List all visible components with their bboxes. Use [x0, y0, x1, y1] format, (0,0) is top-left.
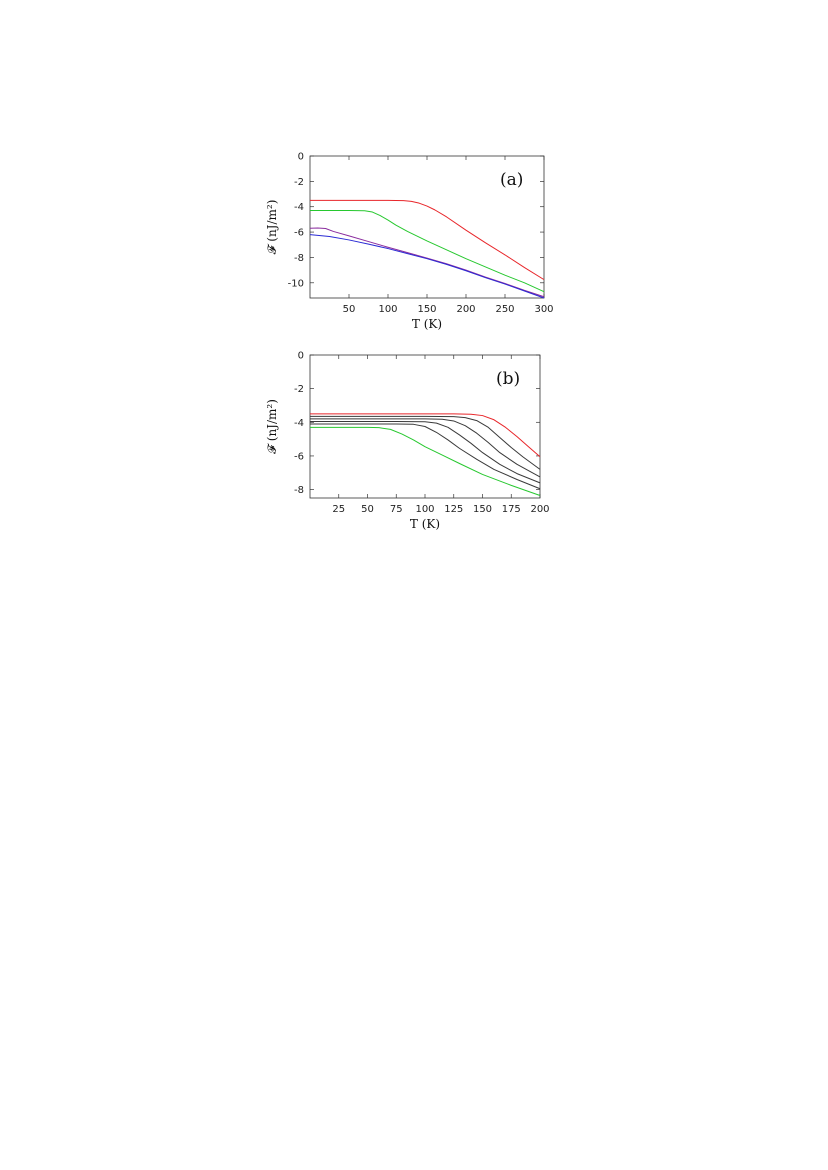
y-tick-label: -6 — [294, 228, 304, 239]
y-tick-label: -2 — [294, 384, 304, 395]
x-tick-label: 150 — [417, 304, 436, 315]
y-tick-label: -6 — [294, 451, 304, 462]
x-tick-label: 50 — [361, 504, 374, 515]
x-tick-label: 250 — [495, 304, 514, 315]
panel-label-a: (a) — [500, 170, 523, 190]
x-tick-label: 175 — [502, 504, 521, 515]
x-tick-label: 150 — [473, 504, 492, 515]
series-line-b-1 — [310, 413, 541, 458]
x-tick-label: 200 — [530, 504, 549, 515]
y-tick-label: 0 — [298, 152, 304, 163]
y-tick-label: -4 — [294, 418, 304, 429]
panel-b: 25 50 75 100 125 150 175 200 0 -2 -4 -6 -8 (b) T (K) 𝓕 … — [265, 351, 550, 532]
y-axis-title-b: 𝓕 (nJ/m²) — [265, 399, 279, 454]
series-line-b-4 — [310, 420, 541, 484]
y-tick-label: -4 — [294, 202, 304, 213]
x-axis-title-a: T (K) — [412, 317, 442, 331]
series-line-b-2 — [310, 415, 541, 470]
y-tick-label: -8 — [294, 485, 304, 496]
x-tick-label: 50 — [343, 304, 356, 315]
panel-label-b: (b) — [496, 369, 520, 389]
x-tick-label: 300 — [534, 304, 553, 315]
x-tick-label: 100 — [378, 304, 397, 315]
panel-a: 50 100 150 200 250 300 0 -2 -4 -6 -8 -10 (a) T (K) 𝓕 (… — [265, 152, 554, 332]
x-tick-label: 125 — [444, 504, 463, 515]
series-line-b-6 — [310, 426, 541, 496]
y-tick-label: -10 — [288, 278, 304, 289]
series-line-a-2 — [310, 210, 545, 293]
series-line-a-4 — [309, 234, 545, 299]
x-tick-label: 75 — [390, 504, 403, 515]
y-axis-title-a: 𝓕 (nJ/m²) — [265, 200, 279, 255]
y-tick-label: -8 — [294, 253, 304, 264]
y-tick-label: 0 — [298, 351, 304, 362]
series-line-b-5 — [310, 423, 541, 490]
x-tick-label: 200 — [456, 304, 475, 315]
y-tick-label: -2 — [294, 177, 304, 188]
x-tick-label: 25 — [332, 504, 345, 515]
series-line-b-3 — [310, 418, 541, 478]
x-axis-title-b: T (K) — [410, 517, 440, 531]
series-line-a-3 — [309, 227, 545, 298]
series-line-a-1 — [310, 199, 545, 281]
x-tick-label: 100 — [415, 504, 434, 515]
